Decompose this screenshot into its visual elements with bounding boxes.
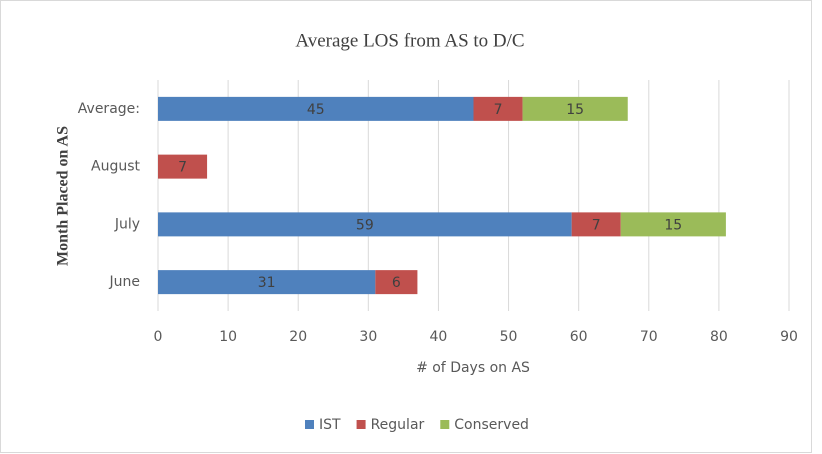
data-label: 31 [258,275,276,291]
data-label: 15 [566,102,584,118]
x-tick-label: 90 [780,329,798,345]
bar-segment [522,96,628,121]
x-tick-label: 40 [430,329,448,345]
y-tick-label: August [91,159,141,175]
bar-segment [158,270,376,295]
x-tick-label: 20 [289,329,307,345]
legend-swatch [440,420,450,429]
y-tick-label: July [114,216,140,232]
x-tick-label: 30 [359,329,377,345]
x-tick-label: 0 [154,329,163,345]
x-tick-label: 60 [570,329,588,345]
bar-segment [158,96,474,121]
bar-segment [473,96,523,121]
x-tick-label: 10 [219,329,237,345]
data-label: 45 [307,102,325,118]
bar-segment [620,212,726,237]
bar-segment [158,212,572,237]
data-label: 7 [592,217,601,233]
y-tick-label: June [109,274,141,290]
data-label: 7 [178,160,187,176]
x-tick-label: 80 [710,329,728,345]
legend-label: Regular [371,417,425,433]
y-axis-label: Month Placed on AS [55,126,72,266]
legend-swatch [356,420,366,429]
data-label: 7 [494,102,503,118]
data-label: 15 [664,217,682,233]
chart-title: Average LOS from AS to D/C [295,30,524,51]
y-tick-label: Average: [78,101,140,117]
legend-label: IST [319,417,341,433]
x-tick-label: 70 [640,329,658,345]
legend-swatch [305,420,314,429]
bar-segment [375,270,418,295]
data-label: 59 [356,217,374,233]
data-label: 6 [392,275,401,291]
x-axis-label: # of Days on AS [416,360,530,376]
bar-segment [571,212,621,237]
legend-label: Conserved [454,417,529,433]
bar-segment [158,154,208,179]
x-tick-label: 50 [500,329,518,345]
